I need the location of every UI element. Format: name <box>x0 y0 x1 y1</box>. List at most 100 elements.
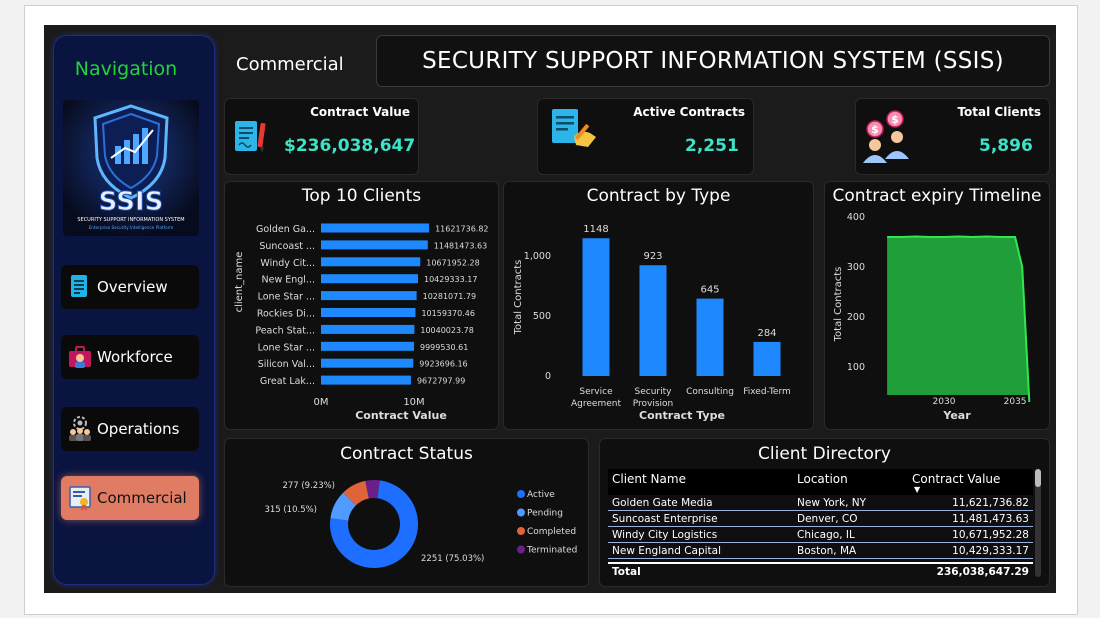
top-clients-panel: Top 10 Clients client_name Contract Valu… <box>224 181 499 430</box>
nav-item-label: Workforce <box>97 348 173 366</box>
legend-label: Pending <box>527 509 563 519</box>
x-tick-label: Provision <box>633 399 674 409</box>
y-axis-label: Total Contracts <box>513 260 524 336</box>
table-body: Golden Gate Media New York, NY 11,621,73… <box>608 495 1033 559</box>
data-label: 645 <box>700 285 719 296</box>
nav-item-label: Overview <box>97 278 168 296</box>
page-label: Commercial <box>236 54 344 75</box>
legend-marker <box>517 545 525 554</box>
nav-item-commercial[interactable]: Commercial <box>61 476 199 520</box>
bar <box>321 358 414 368</box>
table-cell: 10,429,333.17 <box>908 542 1033 559</box>
nav-item-workforce[interactable]: Workforce <box>61 335 199 379</box>
bar <box>321 291 417 301</box>
data-label: 11621736.82 <box>435 225 488 234</box>
client-directory-panel: Client Directory Client Name Location Co… <box>599 438 1050 587</box>
table-cell: Golden Gate Media <box>608 495 793 511</box>
y-tick-label: Great Lak... <box>260 376 315 387</box>
data-label: 10040023.78 <box>420 326 473 335</box>
column-header[interactable]: Location <box>797 472 848 486</box>
nav-item-label: Commercial <box>97 489 187 507</box>
data-label: 9672797.99 <box>417 377 465 386</box>
kpi-card-contract-value[interactable]: Contract Value $236,038,647 <box>224 98 419 175</box>
y-axis-label: Total Contracts <box>833 267 844 343</box>
bar <box>639 265 667 376</box>
y-tick-label: Lone Star ... <box>258 342 315 353</box>
bar <box>321 257 421 267</box>
table-row[interactable]: Windy City Logistics Chicago, IL 10,671,… <box>608 526 1033 543</box>
legend-label: Terminated <box>526 546 577 556</box>
contract-status-chart: 2251 (75.03%) 315 (10.5%) 277 (9.23%) Activ… <box>264 480 577 568</box>
y-tick-label: Suncoast ... <box>259 241 315 252</box>
column-header[interactable]: Contract Value <box>912 472 1001 486</box>
kpi-card-total-clients[interactable]: $ $ Total Clients 5,896 <box>855 98 1050 175</box>
bar <box>582 238 610 376</box>
x-tick-label: Service <box>579 387 613 397</box>
table-scrollbar[interactable] <box>1035 469 1041 577</box>
slice-label: 315 (10.5%) <box>264 505 317 515</box>
expiry-timeline-chart: Total Contracts Year 100 200 300 400 2030 203… <box>833 212 1031 422</box>
nav-item-operations[interactable]: Operations <box>61 407 199 451</box>
bar <box>321 308 416 317</box>
y-tick-label: 500 <box>533 311 551 322</box>
legend-label: Completed <box>527 527 576 537</box>
y-axis-label: client_name <box>234 252 245 313</box>
kpi-value: 5,896 <box>979 136 1033 156</box>
x-tick-label: Fixed-Term <box>743 387 791 397</box>
data-label: 1148 <box>583 224 608 235</box>
legend-label: Active <box>527 490 555 500</box>
svg-text:$: $ <box>891 113 899 126</box>
navigation-title: Navigation <box>74 58 178 80</box>
certificate-icon <box>69 486 91 511</box>
nav-item-label: Operations <box>97 420 180 438</box>
client-table: Golden Gate Media New York, NY 11,621,73… <box>608 495 1033 559</box>
y-tick-label: 200 <box>847 312 865 323</box>
panel-title: Contract by Type <box>586 186 731 206</box>
scrollbar-thumb[interactable] <box>1035 469 1041 487</box>
legend-marker <box>517 490 525 498</box>
y-tick-label: Golden Ga... <box>256 224 315 235</box>
kpi-card-active-contracts[interactable]: Active Contracts 2,251 <box>537 98 754 175</box>
data-label: 10281071.79 <box>423 292 476 301</box>
bar <box>321 274 418 284</box>
table-cell: 11,621,736.82 <box>908 495 1033 511</box>
y-tick-label: Rockies Di... <box>257 309 315 320</box>
legend-marker <box>517 527 525 535</box>
table-total-row: Total 236,038,647.29 <box>608 562 1033 580</box>
data-label: 923 <box>643 251 662 262</box>
expiry-timeline-panel: Contract expiry Timeline Total Contracts… <box>824 181 1050 430</box>
bar <box>321 240 428 250</box>
kpi-value: $236,038,647 <box>284 136 416 156</box>
column-header[interactable]: Client Name <box>612 472 686 486</box>
slice-label: 277 (9.23%) <box>282 481 335 491</box>
table-cell: Suncoast Enterprise <box>608 510 793 527</box>
top-clients-chart: client_name Contract Value 0M 10M Golden… <box>234 223 489 422</box>
briefcase-person-icon <box>69 346 91 368</box>
bar <box>321 375 411 385</box>
slice-label: 2251 (75.03%) <box>421 554 484 564</box>
svg-text:$: $ <box>871 123 879 136</box>
nav-item-overview[interactable]: Overview <box>61 265 199 309</box>
pie-slice <box>330 480 418 568</box>
y-tick-label: Windy Cit... <box>260 258 315 269</box>
data-label: 10429333.17 <box>424 275 477 284</box>
y-tick-label: 400 <box>847 212 865 223</box>
ssis-logo: SSIS SECURITY SUPPORT INFORMATION SYSTEM… <box>63 100 199 236</box>
bar <box>321 223 430 233</box>
kpi-value: 2,251 <box>685 136 739 156</box>
table-row[interactable]: New England Capital Boston, MA 10,429,33… <box>608 542 1033 559</box>
table-row[interactable]: Golden Gate Media New York, NY 11,621,73… <box>608 495 1033 511</box>
panel-title: Contract Status <box>340 444 473 464</box>
data-label: 9999530.61 <box>420 343 468 352</box>
x-axis-label: Contract Value <box>355 409 447 422</box>
x-tick-label: 0M <box>314 397 329 408</box>
x-tick-label: 2030 <box>933 397 956 407</box>
sort-desc-icon[interactable]: ▼ <box>914 485 921 494</box>
document-icon <box>71 275 87 297</box>
table-cell: New England Capital <box>608 542 793 559</box>
table-row[interactable]: Suncoast Enterprise Denver, CO 11,481,47… <box>608 510 1033 527</box>
table-cell: Boston, MA <box>793 542 908 559</box>
x-tick-label: Consulting <box>686 387 734 397</box>
x-tick-label: Security <box>635 387 673 397</box>
bar <box>696 298 724 376</box>
